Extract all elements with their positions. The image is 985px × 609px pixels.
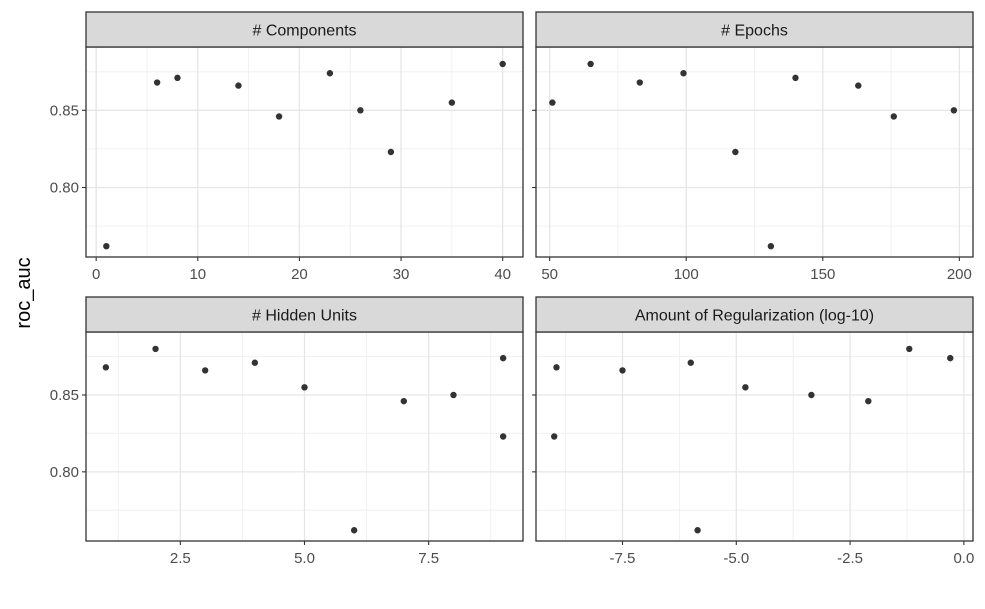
data-point: [551, 433, 558, 440]
x-tick-label: 40: [494, 266, 511, 283]
facet-title: # Hidden Units: [252, 308, 357, 325]
facet-panel: # Hidden Units 2.5 5.0 7.5 0.80 0.85: [50, 296, 524, 567]
x-tick-label: 50: [541, 266, 558, 283]
y-tick-label: 0.80: [50, 464, 79, 481]
data-point: [301, 384, 308, 391]
data-point: [855, 82, 862, 89]
data-point: [448, 99, 456, 106]
data-point: [387, 148, 395, 156]
x-tick-label: 2.5: [170, 550, 191, 567]
data-point: [732, 148, 739, 156]
x-tick-label: 20: [291, 266, 308, 283]
facet-strip: [535, 296, 974, 333]
data-point: [499, 60, 506, 68]
facet-strip: [85, 296, 524, 333]
data-point: [742, 384, 749, 391]
data-point: [947, 354, 954, 362]
data-point: [201, 367, 209, 374]
data-point: [350, 527, 358, 534]
x-tick-label: 7.5: [418, 550, 439, 567]
data-point: [357, 107, 364, 114]
facet-strip: [85, 11, 524, 48]
x-tick-label: 100: [674, 266, 699, 283]
facet-strip: [535, 11, 974, 48]
x-tick-label: 10: [189, 266, 206, 283]
data-point: [450, 391, 457, 399]
data-point: [499, 354, 507, 362]
data-point: [251, 359, 259, 366]
y-tick-label: 0.85: [50, 102, 79, 119]
data-point: [890, 113, 897, 120]
data-point: [687, 359, 694, 366]
data-point: [326, 70, 334, 77]
facet-title: Amount of Regularization (log-10): [635, 308, 874, 325]
y-tick-label: 0.85: [50, 387, 79, 404]
facet-panel: # Components 0 10 20 30 40 0.80 0.85: [50, 11, 524, 283]
data-point: [103, 242, 110, 250]
facet-title: # Epochs: [721, 23, 788, 40]
x-tick-label: -5.0: [723, 550, 749, 567]
x-tick-label: 150: [810, 266, 835, 283]
data-point: [906, 345, 913, 353]
data-point: [767, 242, 775, 250]
data-point: [153, 79, 161, 86]
panel-background: [536, 332, 973, 541]
data-point: [400, 397, 408, 405]
x-tick-label: 200: [947, 266, 972, 283]
data-point: [680, 70, 687, 77]
x-tick-label: -7.5: [610, 550, 636, 567]
data-point: [792, 74, 799, 82]
panel-background: [86, 47, 523, 257]
data-point: [235, 82, 242, 89]
data-point: [275, 113, 283, 120]
data-point: [152, 345, 159, 353]
x-tick-label: 0: [92, 266, 100, 283]
x-tick-label: 5.0: [294, 550, 315, 567]
data-point: [102, 364, 110, 371]
y-axis-title: roc_auc: [13, 257, 35, 328]
data-point: [950, 107, 958, 114]
data-point: [694, 527, 701, 534]
x-tick-label: 0.0: [953, 550, 974, 567]
x-tick-label: -2.5: [837, 550, 863, 567]
data-point: [549, 99, 556, 106]
data-point: [865, 397, 872, 405]
data-point: [553, 364, 560, 371]
data-point: [636, 79, 643, 86]
facet-title: # Components: [252, 23, 356, 40]
data-point: [619, 367, 626, 374]
facet-panel: # Epochs 50 100 150 200: [532, 11, 974, 283]
y-tick-label: 0.80: [50, 180, 79, 197]
facet-panel: Amount of Regularization (log-10) -7.5 -5.…: [532, 296, 974, 567]
x-tick-label: 30: [393, 266, 410, 283]
data-point: [808, 391, 815, 399]
data-point: [499, 433, 507, 440]
data-point: [174, 74, 181, 82]
data-point: [587, 60, 594, 68]
